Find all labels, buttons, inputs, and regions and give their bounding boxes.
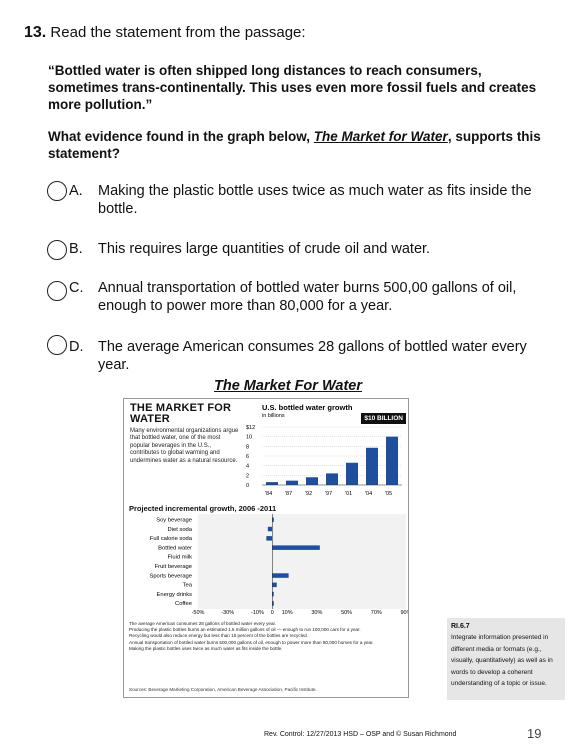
figure-note: Recycling would also reduce energy but l… bbox=[129, 633, 309, 639]
bar bbox=[386, 436, 398, 485]
category-label: Fruit beverage bbox=[155, 564, 192, 570]
ten-billion-badge: $10 BILLION bbox=[361, 413, 406, 424]
figure-heading: THE MARKET FOR WATER bbox=[130, 402, 232, 425]
x-tick-label: '04 bbox=[365, 491, 372, 497]
figure-note: The average American consumes 28 gallons… bbox=[129, 621, 277, 626]
x-tick-label: 50% bbox=[341, 610, 352, 616]
x-tick-label: '87 bbox=[285, 491, 292, 497]
question-number: 13. bbox=[24, 24, 47, 41]
x-tick-label: '97 bbox=[325, 491, 332, 497]
bar bbox=[272, 591, 274, 597]
option-text: Annual transportation of bottled water b… bbox=[98, 280, 517, 314]
standard-box: RI.6.7 Integrate information presented i… bbox=[447, 618, 565, 700]
category-label: Fluid milk bbox=[168, 555, 193, 561]
chart-title: U.S. bottled water growth bbox=[262, 403, 353, 412]
bar bbox=[272, 582, 277, 588]
option-a[interactable]: A. Making the plastic bottle uses twice … bbox=[47, 181, 547, 218]
projected-growth-chart: Soy beverage Diet soda Full calorie soda Bo… bbox=[149, 514, 409, 616]
x-tick-label: 30% bbox=[311, 610, 322, 616]
option-letter: D. bbox=[69, 339, 84, 355]
category-label: Coffee bbox=[175, 601, 192, 607]
category-label: Sports beverage bbox=[149, 573, 192, 579]
option-text: Making the plastic bottle uses twice as … bbox=[98, 183, 532, 217]
figure-note: Annual transportation of bottled water b… bbox=[129, 639, 374, 645]
x-tick-label: 0 bbox=[271, 610, 274, 616]
bar bbox=[266, 536, 273, 541]
bar bbox=[272, 517, 274, 522]
question-title: 13. Read the statement from the passage: bbox=[24, 24, 306, 42]
figure-source: Sources: Beverage Marketing Corporation,… bbox=[129, 687, 317, 692]
bar bbox=[272, 601, 274, 606]
standard-code: RI.6.7 bbox=[451, 623, 470, 630]
x-tick-label: 10% bbox=[282, 610, 293, 616]
bar bbox=[286, 480, 298, 485]
market-for-water-figure: THE MARKET FOR WATER Many environmental … bbox=[123, 398, 409, 698]
bar bbox=[266, 482, 278, 485]
option-letter: B. bbox=[69, 241, 83, 257]
figure-note: Making the plastic bottles uses twice as… bbox=[129, 645, 283, 651]
option-c[interactable]: C. Annual transportation of bottled wate… bbox=[47, 279, 547, 315]
category-label: Full calorie soda bbox=[150, 536, 193, 542]
category-label: Energy drinks bbox=[157, 592, 193, 598]
y-tick-label: 8 bbox=[246, 444, 249, 450]
option-d[interactable]: D. The average American consumes 28 gall… bbox=[47, 335, 547, 374]
category-label: Bottled water bbox=[158, 545, 192, 551]
bar bbox=[366, 447, 378, 485]
prompt-graph-title: The Market for Water bbox=[313, 129, 448, 144]
x-tick-label: 90% bbox=[400, 610, 409, 616]
bar bbox=[326, 473, 338, 485]
x-tick-label: '01 bbox=[345, 491, 352, 497]
x-tick-label: -30% bbox=[221, 610, 234, 616]
page-number: 19 bbox=[527, 726, 542, 741]
radio-bubble-d[interactable] bbox=[47, 335, 67, 355]
bar bbox=[306, 477, 318, 485]
category-label: Soy beverage bbox=[156, 518, 192, 524]
radio-bubble-c[interactable] bbox=[47, 281, 67, 301]
option-b[interactable]: B. This requires large quantities of cru… bbox=[47, 240, 547, 260]
figure-intro-text: Many environmental organizations argue t… bbox=[130, 428, 239, 464]
x-tick-label: '84 bbox=[265, 491, 272, 497]
x-tick-label: '92 bbox=[305, 491, 312, 497]
figure-intro: THE MARKET FOR WATER Many environmental … bbox=[130, 403, 240, 465]
radio-bubble-a[interactable] bbox=[47, 181, 67, 201]
y-tick-label: $12 bbox=[246, 425, 255, 431]
y-tick-label: 0 bbox=[246, 483, 249, 489]
projected-growth-heading: Projected incremental growth, 2006 -2011 bbox=[129, 504, 277, 513]
option-text: The average American consumes 28 gallons… bbox=[98, 339, 527, 373]
plot-background bbox=[198, 514, 406, 609]
prompt-before: What evidence found in the graph below, bbox=[48, 129, 311, 144]
figure-notes: The average American consumes 28 gallons… bbox=[129, 621, 407, 652]
bar bbox=[267, 526, 273, 532]
graph-title: The Market For Water bbox=[214, 378, 362, 394]
option-letter: A. bbox=[69, 183, 83, 199]
prompt-after: , supports this statement? bbox=[48, 129, 541, 161]
category-label: Diet soda bbox=[168, 527, 193, 533]
footer-revision: Rev. Control: 12/27/2013 HSD – OSP and ©… bbox=[264, 731, 457, 738]
bar bbox=[272, 545, 320, 550]
bar bbox=[272, 573, 289, 578]
bar bbox=[346, 462, 358, 485]
x-tick-label: 70% bbox=[371, 610, 382, 616]
passage-quote: “Bottled water is often shipped long dis… bbox=[48, 63, 537, 112]
figure-note: Producing the plastic bottles burns an e… bbox=[129, 627, 361, 633]
option-text: This requires large quantities of crude … bbox=[98, 241, 431, 257]
x-tick-label: -50% bbox=[192, 610, 205, 616]
y-tick-label: 2 bbox=[246, 473, 249, 479]
y-tick-label: 6 bbox=[246, 454, 249, 460]
question-title-text: Read the statement from the passage: bbox=[50, 24, 306, 41]
radio-bubble-b[interactable] bbox=[47, 240, 67, 260]
x-tick-label: -10% bbox=[251, 610, 264, 616]
x-tick-label: '05 bbox=[385, 491, 392, 497]
category-label: Tea bbox=[183, 583, 193, 589]
question-prompt: What evidence found in the graph below, … bbox=[48, 128, 548, 162]
y-tick-label: 10 bbox=[246, 435, 252, 441]
option-letter: C. bbox=[69, 280, 84, 296]
standard-text: Integrate information presented in diffe… bbox=[451, 634, 553, 688]
y-tick-label: 4 bbox=[246, 464, 249, 470]
chart-unit: in billions bbox=[262, 413, 285, 419]
